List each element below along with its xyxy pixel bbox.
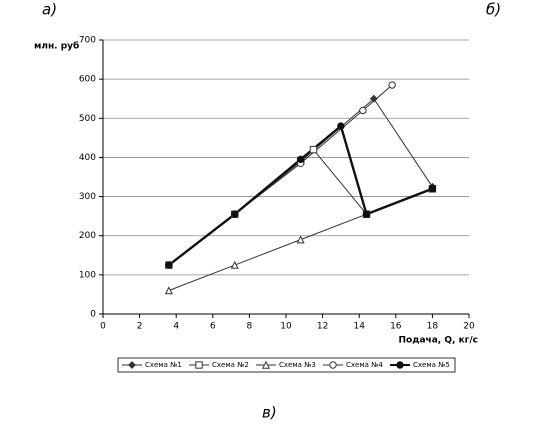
marker: [165, 261, 173, 269]
marker: [388, 81, 396, 89]
x-tick-label: 16: [390, 322, 402, 332]
x-tick-label: 20: [463, 322, 475, 332]
y-tick-label: 600: [79, 75, 96, 85]
legend-label: Схема №4: [346, 361, 383, 369]
legend-marker: [261, 360, 271, 369]
x-tick-label: 2: [137, 322, 143, 332]
y-tick-label: 500: [79, 114, 96, 124]
x-tick-label: 10: [280, 322, 292, 332]
panel-label: б): [486, 1, 501, 19]
marker: [428, 185, 437, 193]
legend-marker: [329, 361, 337, 369]
legend-label: Схема №3: [279, 361, 316, 369]
legend-label: Схема №2: [212, 361, 249, 369]
legend-label: Схема №1: [145, 361, 182, 369]
y-tick-label: 700: [79, 36, 96, 46]
panel-label: в): [262, 404, 277, 422]
marker: [296, 235, 305, 244]
marker: [362, 210, 371, 218]
x-tick-label: 18: [427, 322, 439, 332]
y-tick-label: 0: [90, 310, 96, 320]
y-tick-label: 300: [79, 192, 96, 202]
x-tick-label: 8: [247, 322, 253, 332]
panel-label: а): [42, 1, 57, 19]
y-tick-label: 200: [79, 231, 96, 241]
legend-box: [117, 357, 456, 373]
x-axis-label: Подача, Q, кг/с: [399, 336, 479, 346]
y-axis-label: млн. руб: [34, 41, 79, 52]
marker: [231, 210, 239, 218]
x-tick-label: 4: [173, 322, 179, 332]
legend-marker: [396, 361, 404, 369]
series-line: [168, 124, 433, 267]
marker: [337, 122, 345, 130]
x-tick-label: 6: [210, 322, 216, 332]
x-tick-label: 14: [353, 322, 365, 332]
y-tick-label: 100: [79, 270, 96, 280]
marker: [296, 155, 305, 164]
y-tick-label: 400: [79, 153, 96, 163]
legend-marker: [195, 361, 203, 369]
x-tick-label: 0: [100, 322, 106, 332]
marker: [164, 286, 173, 295]
marker: [309, 145, 318, 154]
marker: [230, 260, 239, 269]
marker: [359, 106, 367, 115]
marker: [369, 94, 378, 103]
x-tick-label: 12: [317, 322, 328, 332]
legend-label: Схема №5: [413, 361, 450, 369]
legend-marker: [128, 361, 136, 369]
